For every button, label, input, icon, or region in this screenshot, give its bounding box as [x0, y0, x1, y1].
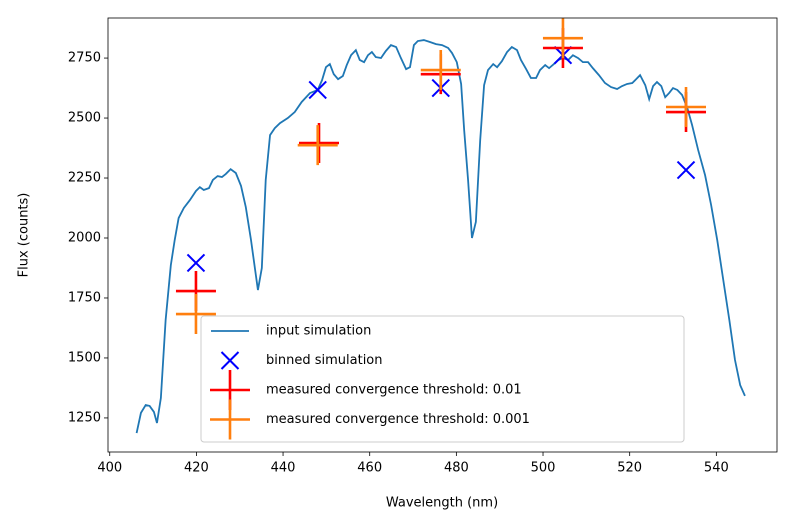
x-tick-label: 500 — [531, 461, 556, 476]
axes-frame — [107, 17, 778, 453]
x-tick-label: 420 — [184, 461, 209, 476]
x-tick-label: 440 — [271, 461, 296, 476]
x-tick-label: 460 — [357, 461, 382, 476]
legend-label: input simulation — [266, 324, 371, 339]
legend-label: binned simulation — [266, 353, 383, 368]
y-tick-label: 2250 — [68, 171, 101, 186]
x-marker — [308, 80, 327, 100]
plus-marker — [210, 399, 250, 440]
plus-marker — [175, 294, 216, 335]
x-marker — [676, 160, 696, 180]
x-marker — [186, 253, 206, 273]
y-tick-label: 2000 — [68, 230, 101, 245]
legend: input simulation binned simulation measure… — [200, 315, 685, 443]
y-tick-label: 1500 — [68, 350, 101, 365]
y-tick-label: 2500 — [68, 111, 101, 126]
y-tick-label: 1750 — [68, 290, 101, 305]
x-axis-label: Wavelength (nm) — [386, 496, 498, 511]
legend-label: measured convergence threshold: 0.01 — [266, 383, 522, 398]
plus-marker — [297, 125, 338, 166]
y-tick-label: 1250 — [68, 410, 101, 425]
y-axis-label: Flux (counts) — [17, 193, 32, 278]
plus-marker — [666, 87, 707, 128]
plus-marker — [420, 50, 461, 91]
x-tick-label: 480 — [444, 461, 469, 476]
plot-area — [135, 18, 746, 434]
x-marker — [220, 351, 240, 370]
y-tick-label: 2750 — [68, 51, 101, 66]
x-tick-label: 400 — [97, 461, 122, 476]
legend-box — [200, 315, 685, 443]
x-tick-label: 540 — [704, 461, 729, 476]
spectrum-line — [135, 39, 746, 434]
plus-marker — [542, 18, 583, 59]
legend-label: measured convergence threshold: 0.001 — [266, 412, 530, 427]
x-tick-label: 520 — [617, 461, 642, 476]
